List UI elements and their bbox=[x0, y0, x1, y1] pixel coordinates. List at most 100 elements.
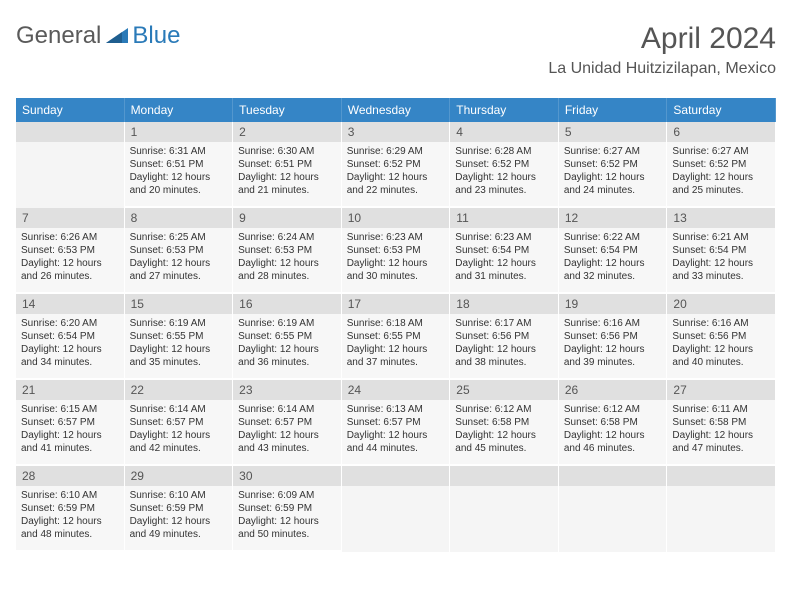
daynum-empty bbox=[342, 466, 450, 486]
sunset-line: Sunset: 6:57 PM bbox=[130, 416, 228, 429]
daylight-line: Daylight: 12 hours and 41 minutes. bbox=[21, 429, 119, 455]
sunset-line: Sunset: 6:53 PM bbox=[130, 244, 228, 257]
sunset-line: Sunset: 6:59 PM bbox=[21, 502, 119, 515]
day-cell: 20Sunrise: 6:16 AMSunset: 6:56 PMDayligh… bbox=[667, 294, 776, 380]
sunset-line: Sunset: 6:58 PM bbox=[564, 416, 662, 429]
sunset-line: Sunset: 6:55 PM bbox=[238, 330, 336, 343]
sunset-line: Sunset: 6:55 PM bbox=[347, 330, 445, 343]
day-number: 28 bbox=[16, 466, 124, 486]
day-cell: 21Sunrise: 6:15 AMSunset: 6:57 PMDayligh… bbox=[16, 380, 125, 466]
daylight-line: Daylight: 12 hours and 33 minutes. bbox=[672, 257, 770, 283]
day-number: 11 bbox=[450, 208, 558, 228]
sunrise-line: Sunrise: 6:19 AM bbox=[238, 317, 336, 330]
sunrise-line: Sunrise: 6:27 AM bbox=[564, 145, 662, 158]
day-body: Sunrise: 6:10 AMSunset: 6:59 PMDaylight:… bbox=[16, 486, 124, 550]
day-body: Sunrise: 6:28 AMSunset: 6:52 PMDaylight:… bbox=[450, 142, 558, 206]
daylight-line: Daylight: 12 hours and 32 minutes. bbox=[564, 257, 662, 283]
daybody-empty bbox=[16, 142, 124, 206]
weekday-cell: Saturday bbox=[667, 98, 776, 122]
logo-triangle-icon bbox=[106, 22, 128, 50]
day-cell: 18Sunrise: 6:17 AMSunset: 6:56 PMDayligh… bbox=[450, 294, 559, 380]
day-body: Sunrise: 6:15 AMSunset: 6:57 PMDaylight:… bbox=[16, 400, 124, 464]
sunrise-line: Sunrise: 6:12 AM bbox=[564, 403, 662, 416]
day-number: 13 bbox=[667, 208, 775, 228]
sunset-line: Sunset: 6:56 PM bbox=[564, 330, 662, 343]
weekday-cell: Wednesday bbox=[342, 98, 451, 122]
daylight-line: Daylight: 12 hours and 36 minutes. bbox=[238, 343, 336, 369]
day-body: Sunrise: 6:14 AMSunset: 6:57 PMDaylight:… bbox=[233, 400, 341, 464]
daylight-line: Daylight: 12 hours and 24 minutes. bbox=[564, 171, 662, 197]
week-row: 1Sunrise: 6:31 AMSunset: 6:51 PMDaylight… bbox=[16, 122, 776, 208]
sunrise-line: Sunrise: 6:23 AM bbox=[455, 231, 553, 244]
sunset-line: Sunset: 6:54 PM bbox=[21, 330, 119, 343]
day-body: Sunrise: 6:20 AMSunset: 6:54 PMDaylight:… bbox=[16, 314, 124, 378]
sunset-line: Sunset: 6:52 PM bbox=[347, 158, 445, 171]
day-number: 5 bbox=[559, 122, 667, 142]
day-body: Sunrise: 6:22 AMSunset: 6:54 PMDaylight:… bbox=[559, 228, 667, 292]
daylight-line: Daylight: 12 hours and 21 minutes. bbox=[238, 171, 336, 197]
empty-cell bbox=[342, 466, 451, 552]
weekday-header: SundayMondayTuesdayWednesdayThursdayFrid… bbox=[16, 98, 776, 122]
day-body: Sunrise: 6:13 AMSunset: 6:57 PMDaylight:… bbox=[342, 400, 450, 464]
sunset-line: Sunset: 6:53 PM bbox=[347, 244, 445, 257]
day-number: 18 bbox=[450, 294, 558, 314]
sunrise-line: Sunrise: 6:10 AM bbox=[21, 489, 119, 502]
day-body: Sunrise: 6:27 AMSunset: 6:52 PMDaylight:… bbox=[559, 142, 667, 206]
day-cell: 14Sunrise: 6:20 AMSunset: 6:54 PMDayligh… bbox=[16, 294, 125, 380]
day-body: Sunrise: 6:30 AMSunset: 6:51 PMDaylight:… bbox=[233, 142, 341, 206]
day-body: Sunrise: 6:19 AMSunset: 6:55 PMDaylight:… bbox=[125, 314, 233, 378]
sunset-line: Sunset: 6:59 PM bbox=[130, 502, 228, 515]
sunset-line: Sunset: 6:57 PM bbox=[21, 416, 119, 429]
day-cell: 1Sunrise: 6:31 AMSunset: 6:51 PMDaylight… bbox=[125, 122, 234, 208]
sunset-line: Sunset: 6:55 PM bbox=[130, 330, 228, 343]
day-cell: 28Sunrise: 6:10 AMSunset: 6:59 PMDayligh… bbox=[16, 466, 125, 552]
day-number: 9 bbox=[233, 208, 341, 228]
sunset-line: Sunset: 6:54 PM bbox=[672, 244, 770, 257]
sunrise-line: Sunrise: 6:14 AM bbox=[238, 403, 336, 416]
day-cell: 19Sunrise: 6:16 AMSunset: 6:56 PMDayligh… bbox=[559, 294, 668, 380]
sunset-line: Sunset: 6:51 PM bbox=[238, 158, 336, 171]
week-row: 14Sunrise: 6:20 AMSunset: 6:54 PMDayligh… bbox=[16, 294, 776, 380]
day-number: 7 bbox=[16, 208, 124, 228]
week-row: 28Sunrise: 6:10 AMSunset: 6:59 PMDayligh… bbox=[16, 466, 776, 552]
day-body: Sunrise: 6:11 AMSunset: 6:58 PMDaylight:… bbox=[667, 400, 775, 464]
day-number: 14 bbox=[16, 294, 124, 314]
day-number: 22 bbox=[125, 380, 233, 400]
sunrise-line: Sunrise: 6:12 AM bbox=[455, 403, 553, 416]
sunset-line: Sunset: 6:59 PM bbox=[238, 502, 336, 515]
day-body: Sunrise: 6:18 AMSunset: 6:55 PMDaylight:… bbox=[342, 314, 450, 378]
day-cell: 29Sunrise: 6:10 AMSunset: 6:59 PMDayligh… bbox=[125, 466, 234, 552]
day-cell: 5Sunrise: 6:27 AMSunset: 6:52 PMDaylight… bbox=[559, 122, 668, 208]
day-number: 15 bbox=[125, 294, 233, 314]
day-body: Sunrise: 6:21 AMSunset: 6:54 PMDaylight:… bbox=[667, 228, 775, 292]
day-cell: 9Sunrise: 6:24 AMSunset: 6:53 PMDaylight… bbox=[233, 208, 342, 294]
daylight-line: Daylight: 12 hours and 27 minutes. bbox=[130, 257, 228, 283]
sunrise-line: Sunrise: 6:19 AM bbox=[130, 317, 228, 330]
day-cell: 22Sunrise: 6:14 AMSunset: 6:57 PMDayligh… bbox=[125, 380, 234, 466]
daylight-line: Daylight: 12 hours and 35 minutes. bbox=[130, 343, 228, 369]
empty-cell bbox=[559, 466, 668, 552]
day-number: 30 bbox=[233, 466, 341, 486]
day-body: Sunrise: 6:25 AMSunset: 6:53 PMDaylight:… bbox=[125, 228, 233, 292]
sunset-line: Sunset: 6:57 PM bbox=[238, 416, 336, 429]
week-row: 7Sunrise: 6:26 AMSunset: 6:53 PMDaylight… bbox=[16, 208, 776, 294]
logo: General Blue bbox=[16, 22, 180, 50]
day-cell: 7Sunrise: 6:26 AMSunset: 6:53 PMDaylight… bbox=[16, 208, 125, 294]
day-body: Sunrise: 6:12 AMSunset: 6:58 PMDaylight:… bbox=[450, 400, 558, 464]
day-cell: 13Sunrise: 6:21 AMSunset: 6:54 PMDayligh… bbox=[667, 208, 776, 294]
day-cell: 16Sunrise: 6:19 AMSunset: 6:55 PMDayligh… bbox=[233, 294, 342, 380]
day-number: 4 bbox=[450, 122, 558, 142]
day-number: 25 bbox=[450, 380, 558, 400]
daylight-line: Daylight: 12 hours and 46 minutes. bbox=[564, 429, 662, 455]
weekday-cell: Sunday bbox=[16, 98, 125, 122]
sunrise-line: Sunrise: 6:30 AM bbox=[238, 145, 336, 158]
sunrise-line: Sunrise: 6:28 AM bbox=[455, 145, 553, 158]
day-body: Sunrise: 6:31 AMSunset: 6:51 PMDaylight:… bbox=[125, 142, 233, 206]
day-body: Sunrise: 6:19 AMSunset: 6:55 PMDaylight:… bbox=[233, 314, 341, 378]
sunrise-line: Sunrise: 6:21 AM bbox=[672, 231, 770, 244]
sunrise-line: Sunrise: 6:20 AM bbox=[21, 317, 119, 330]
day-number: 23 bbox=[233, 380, 341, 400]
daylight-line: Daylight: 12 hours and 44 minutes. bbox=[347, 429, 445, 455]
weekday-cell: Tuesday bbox=[233, 98, 342, 122]
daylight-line: Daylight: 12 hours and 40 minutes. bbox=[672, 343, 770, 369]
